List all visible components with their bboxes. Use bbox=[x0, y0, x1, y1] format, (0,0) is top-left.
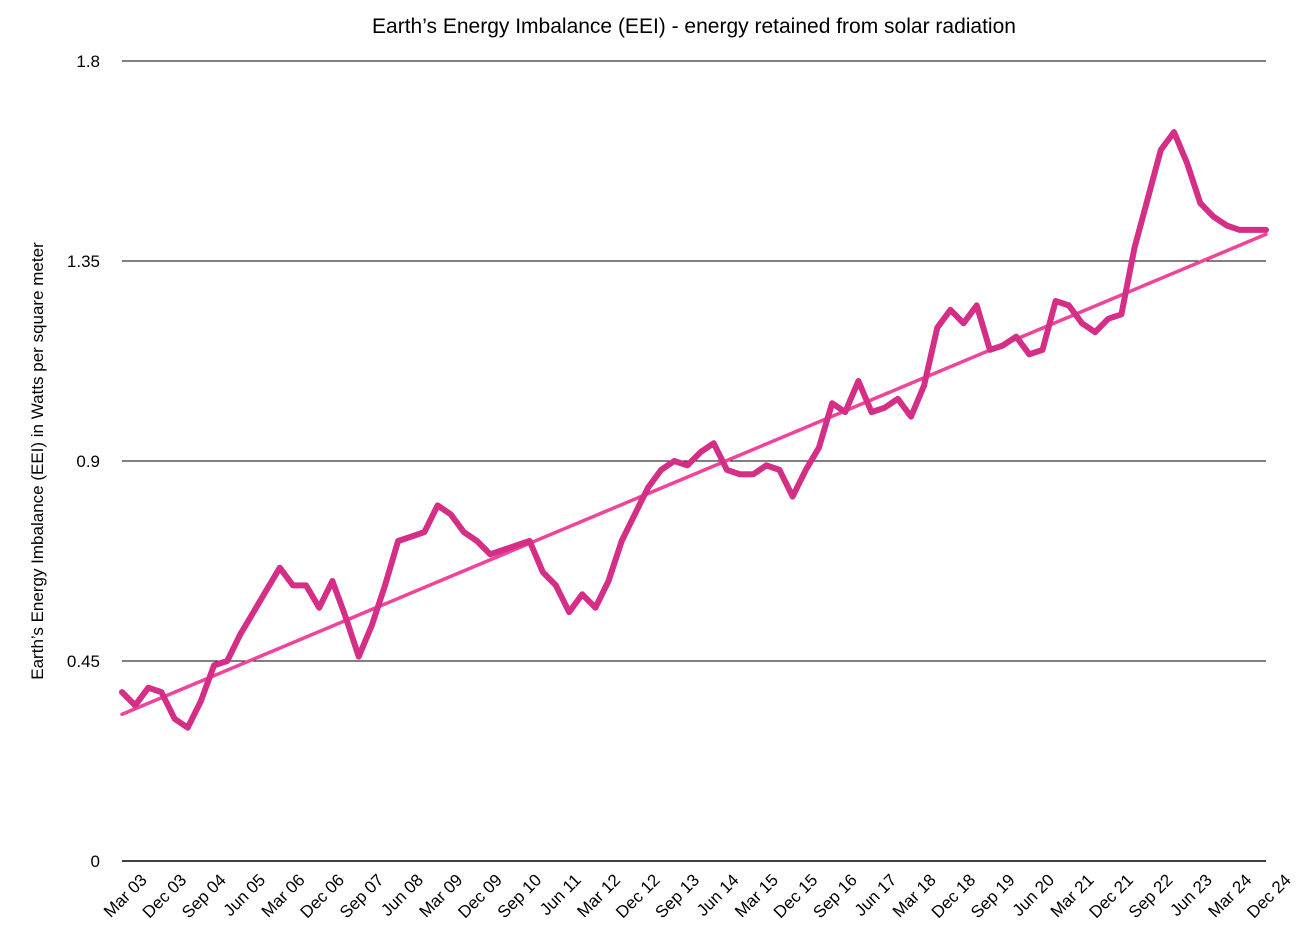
x-tick-label: Sep 22 bbox=[1125, 870, 1177, 922]
y-tick-label: 0.45 bbox=[67, 652, 100, 671]
x-tick-label: Dec 24 bbox=[1243, 870, 1295, 922]
y-tick-label: 1.35 bbox=[67, 252, 100, 271]
chart-title: Earth’s Energy Imbalance (EEI) - energy … bbox=[372, 15, 1016, 38]
x-tick-label: Sep 10 bbox=[494, 870, 546, 922]
x-tick-label: Sep 13 bbox=[652, 870, 704, 922]
x-tick-label: Sep 16 bbox=[809, 870, 861, 922]
x-tick-label: Sep 19 bbox=[967, 870, 1019, 922]
y-axis-label: Earth’s Energy Imbalance (EEI) in Watts … bbox=[28, 242, 47, 680]
y-tick-label: 1.8 bbox=[76, 52, 100, 71]
trend-line bbox=[120, 232, 1268, 717]
y-axis-ticks: 0 0.45 0.9 1.35 1.8 bbox=[67, 52, 100, 871]
series-line bbox=[119, 129, 1269, 731]
x-tick-label: Sep 04 bbox=[178, 870, 230, 922]
y-tick-label: 0.9 bbox=[76, 452, 100, 471]
x-tick-label: Sep 07 bbox=[336, 870, 388, 922]
y-tick-label: 0 bbox=[91, 852, 100, 871]
